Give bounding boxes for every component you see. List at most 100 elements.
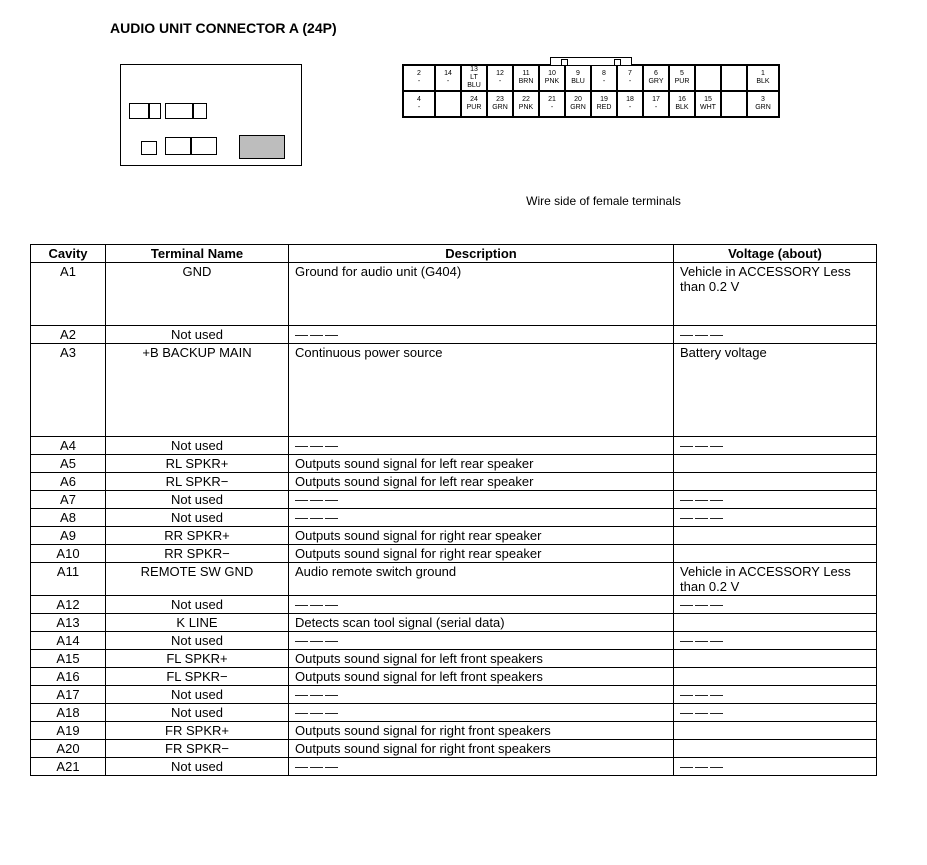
connector-pin (721, 91, 747, 117)
cell-description: Outputs sound signal for left rear speak… (289, 473, 674, 491)
schematic-box (120, 64, 302, 166)
cell-terminal-name: Not used (106, 704, 289, 722)
col-desc: Description (289, 245, 674, 263)
cell-description: Outputs sound signal for right rear spea… (289, 527, 674, 545)
connector-pin: 8- (591, 65, 617, 91)
table-row: A18Not used—————— (31, 704, 877, 722)
table-row: A10RR SPKR−Outputs sound signal for righ… (31, 545, 877, 563)
pin-number: 7 (628, 70, 632, 78)
pinout-table: Cavity Terminal Name Description Voltage… (30, 244, 877, 776)
connector-pin: 5PUR (669, 65, 695, 91)
connector-pin: 9BLU (565, 65, 591, 91)
cell-description: Audio remote switch ground (289, 563, 674, 596)
table-row: A15FL SPKR+Outputs sound signal for left… (31, 650, 877, 668)
cell-description: Outputs sound signal for right rear spea… (289, 545, 674, 563)
cell-cavity: A13 (31, 614, 106, 632)
cell-terminal-name: Not used (106, 686, 289, 704)
cell-voltage: ——— (674, 758, 877, 776)
pin-number: 6 (654, 70, 658, 78)
cell-voltage: Battery voltage (674, 344, 877, 437)
cell-terminal-name: FR SPKR+ (106, 722, 289, 740)
cell-description: Ground for audio unit (G404) (289, 263, 674, 326)
cell-description: ——— (289, 326, 674, 344)
cell-voltage: ——— (674, 326, 877, 344)
cell-description: Outputs sound signal for left front spea… (289, 650, 674, 668)
schematic-rect (129, 103, 149, 119)
table-row: A4Not used—————— (31, 437, 877, 455)
connector-pin: 13LT BLU (461, 65, 487, 91)
cell-cavity: A2 (31, 326, 106, 344)
pin-label: LT BLU (463, 74, 485, 89)
cell-terminal-name: GND (106, 263, 289, 326)
pin-label: RED (597, 104, 612, 112)
cell-terminal-name: REMOTE SW GND (106, 563, 289, 596)
pin-number: 21 (548, 96, 556, 104)
pin-label: - (629, 104, 631, 112)
connector-grid: 2-14-13LT BLU12-11BRN10PNK9BLU8-7-6GRY5P… (402, 64, 780, 118)
cell-terminal-name: Not used (106, 509, 289, 527)
cell-cavity: A3 (31, 344, 106, 437)
pin-label: - (655, 104, 657, 112)
table-row: A11REMOTE SW GNDAudio remote switch grou… (31, 563, 877, 596)
connector-pin: 22PNK (513, 91, 539, 117)
cell-description: Outputs sound signal for right front spe… (289, 740, 674, 758)
connector-pin: 21- (539, 91, 565, 117)
pin-label: - (603, 78, 605, 86)
cell-terminal-name: FL SPKR+ (106, 650, 289, 668)
pin-label: BLK (675, 104, 688, 112)
cell-terminal-name: Not used (106, 632, 289, 650)
table-row: A12Not used—————— (31, 596, 877, 614)
pin-number: 4 (417, 96, 421, 104)
cell-cavity: A4 (31, 437, 106, 455)
connector-pin: 24PUR (461, 91, 487, 117)
cell-cavity: A1 (31, 263, 106, 326)
cell-cavity: A20 (31, 740, 106, 758)
pin-label: - (551, 104, 553, 112)
table-row: A20FR SPKR−Outputs sound signal for righ… (31, 740, 877, 758)
connector-pin: 7- (617, 65, 643, 91)
pin-number: 22 (522, 96, 530, 104)
connector-pin: 2- (403, 65, 435, 91)
pin-number: 18 (626, 96, 634, 104)
connector-pin: 10PNK (539, 65, 565, 91)
pin-number: 9 (576, 70, 580, 78)
connector-pin: 12- (487, 65, 513, 91)
schematic-rect (141, 141, 157, 155)
cell-cavity: A19 (31, 722, 106, 740)
connector-pin (695, 65, 721, 91)
pin-number: 15 (704, 96, 712, 104)
col-cavity: Cavity (31, 245, 106, 263)
table-row: A7Not used—————— (31, 491, 877, 509)
connector-pin: 6GRY (643, 65, 669, 91)
cell-description: Outputs sound signal for right front spe… (289, 722, 674, 740)
table-row: A8Not used—————— (31, 509, 877, 527)
cell-voltage (674, 614, 877, 632)
pin-label: PUR (675, 78, 690, 86)
cell-description: ——— (289, 437, 674, 455)
table-row: A19FR SPKR+Outputs sound signal for righ… (31, 722, 877, 740)
cell-cavity: A11 (31, 563, 106, 596)
pin-label: GRN (492, 104, 508, 112)
cell-terminal-name: Not used (106, 437, 289, 455)
pin-label: - (447, 78, 449, 86)
connector-pin (435, 91, 461, 117)
pin-number: 16 (678, 96, 686, 104)
cell-voltage (674, 473, 877, 491)
page-title: AUDIO UNIT CONNECTOR A (24P) (110, 20, 887, 36)
table-row: A21Not used—————— (31, 758, 877, 776)
connector-pin: 18- (617, 91, 643, 117)
pin-number: 1 (761, 70, 765, 78)
cell-voltage (674, 455, 877, 473)
connector-pin: 15WHT (695, 91, 721, 117)
pin-label: BLU (571, 78, 585, 86)
cell-voltage: ——— (674, 491, 877, 509)
schematic-rect (239, 135, 285, 159)
schematic-rect (165, 137, 191, 155)
pin-label: GRN (570, 104, 586, 112)
cell-cavity: A9 (31, 527, 106, 545)
cell-description: Outputs sound signal for left rear speak… (289, 455, 674, 473)
pin-number: 23 (496, 96, 504, 104)
col-volt: Voltage (about) (674, 245, 877, 263)
cell-terminal-name: Not used (106, 326, 289, 344)
connector-pin: 17- (643, 91, 669, 117)
